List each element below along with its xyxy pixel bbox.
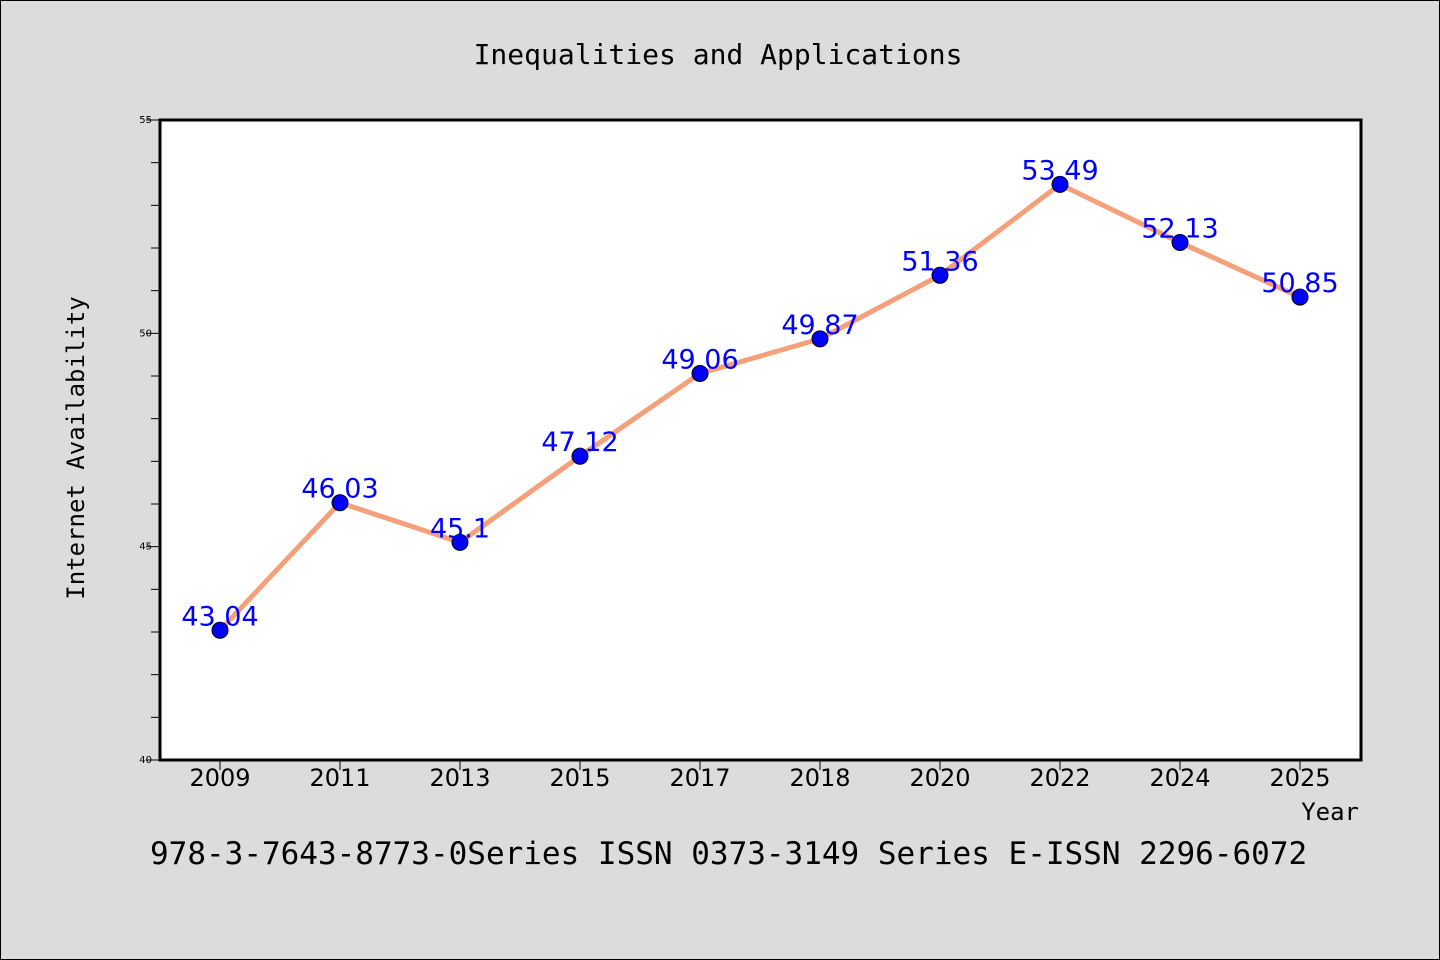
data-label: 51.36: [901, 246, 978, 277]
x-tick-label: 2013: [429, 764, 490, 792]
data-point-marker: [331, 494, 349, 512]
data-label: 43.04: [181, 601, 258, 632]
data-point-marker: [1051, 175, 1069, 193]
x-tick-label: 2018: [789, 764, 850, 792]
data-point-marker: [811, 330, 829, 348]
data-label: 46.03: [301, 474, 378, 505]
data-point-marker: [451, 533, 469, 551]
x-axis-label: Year: [1301, 798, 1359, 826]
x-tick-label: 2017: [669, 764, 730, 792]
x-tick-label: 2011: [309, 764, 370, 792]
y-tick-label: 50: [139, 328, 152, 339]
data-point-marker: [1291, 288, 1309, 306]
x-tick-label: 2022: [1029, 764, 1090, 792]
footer-text: 978-3-7643-8773-0Series ISSN 0373-3149 S…: [150, 836, 1307, 872]
y-axis-ticks: 40 45 50 55: [139, 115, 160, 766]
data-label: 50.85: [1261, 268, 1338, 299]
data-markers: [211, 175, 1309, 639]
data-point-marker: [571, 447, 589, 465]
data-labels: 43.04 46.03 45.1 47.12 49.06 49.87 51.36 53.49 5…: [181, 155, 1338, 632]
data-point-marker: [691, 364, 709, 382]
data-point-marker: [1171, 233, 1189, 251]
plot-border: [158, 118, 1363, 762]
y-axis-label: Internet Availability: [62, 296, 90, 599]
data-label: 52.13: [1141, 213, 1218, 244]
data-label: 45.1: [430, 513, 490, 544]
series-line: [217, 181, 1303, 633]
x-tick-label: 2009: [189, 764, 250, 792]
data-point-marker: [211, 621, 229, 639]
data-label: 53.49: [1021, 155, 1098, 186]
x-tick-label: 2024: [1149, 764, 1210, 792]
y-tick-label: 40: [139, 755, 152, 766]
data-label: 49.87: [781, 310, 858, 341]
x-tick-label: 2015: [549, 764, 610, 792]
x-axis-ticks: 2009 2011 2013 2015 2017 2018 2020 2022 2024 2025: [189, 760, 1331, 792]
y-tick-label: 45: [139, 542, 152, 553]
data-point-marker: [931, 266, 949, 284]
y-tick-label: 55: [139, 115, 152, 126]
chart-title: Inequalities and Applications: [474, 38, 963, 71]
x-tick-label: 2020: [909, 764, 970, 792]
data-label: 49.06: [661, 344, 738, 375]
data-label: 47.12: [541, 427, 618, 458]
x-tick-label: 2025: [1269, 764, 1330, 792]
plot-area: [160, 120, 1361, 760]
